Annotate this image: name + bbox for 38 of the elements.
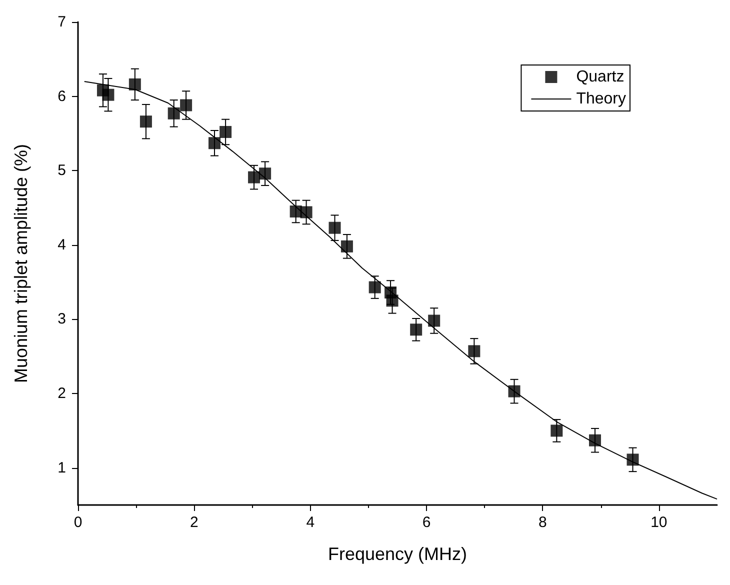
point [102, 88, 114, 101]
point [550, 424, 563, 437]
point [508, 385, 520, 398]
legend-label: Quartz [576, 68, 624, 86]
point [328, 222, 341, 234]
y-tick-label: 1 [58, 459, 66, 476]
y-tick-label: 7 [58, 14, 66, 30]
point [208, 137, 221, 150]
x-tick-label: 10 [650, 514, 668, 531]
y-tick-label: 2 [58, 385, 66, 402]
point [468, 345, 480, 358]
y-tick-label: 6 [58, 88, 66, 105]
point [386, 294, 398, 307]
y-tick-label: 5 [58, 162, 66, 180]
point [180, 99, 192, 112]
point [168, 107, 180, 120]
x-tick-label: 2 [190, 514, 198, 531]
x-tick-label: 4 [306, 514, 315, 531]
point [626, 454, 639, 466]
point [248, 171, 260, 184]
point [340, 240, 353, 252]
point [140, 116, 152, 128]
y-axis-title: Muonium triplet amplitude (%) [11, 144, 31, 384]
point [259, 168, 272, 180]
y-tick-label: 4 [58, 236, 66, 254]
y-tick-label: 3 [58, 310, 66, 328]
point [589, 434, 602, 446]
x-tick-label: 6 [422, 514, 431, 531]
x-tick-label: 0 [74, 514, 82, 531]
legend-label: Theory [576, 90, 626, 108]
point [428, 314, 440, 327]
point [410, 324, 422, 336]
x-axis-title: Frequency (MHz) [328, 544, 468, 564]
point [368, 281, 381, 294]
point [220, 126, 232, 138]
point [300, 206, 312, 218]
x-tick-label: 8 [538, 514, 547, 531]
point [128, 78, 141, 90]
